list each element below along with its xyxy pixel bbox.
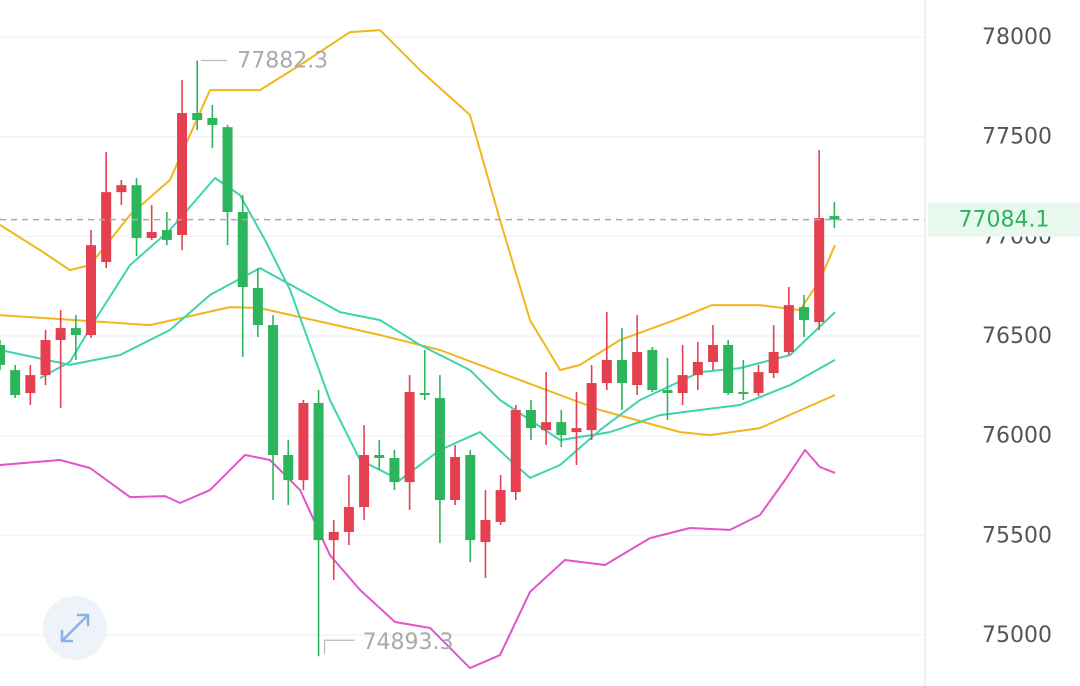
candle-body bbox=[450, 457, 461, 501]
candle-body bbox=[525, 409, 536, 429]
candle-body bbox=[328, 531, 339, 541]
candle-body bbox=[222, 127, 233, 213]
candle-body bbox=[25, 375, 36, 394]
candle-body bbox=[677, 375, 688, 394]
candle-body bbox=[10, 370, 21, 396]
candles bbox=[0, 60, 840, 657]
candle-body bbox=[252, 287, 263, 326]
candle-body bbox=[70, 328, 81, 336]
last-price-tag bbox=[928, 202, 1080, 237]
candle-body bbox=[707, 344, 718, 362]
candle-body bbox=[616, 359, 627, 384]
candle-body bbox=[0, 344, 5, 365]
candle-body bbox=[632, 351, 643, 386]
candle-body bbox=[662, 390, 673, 394]
candle-body bbox=[237, 212, 248, 287]
overlay: 7500075500760007650077000775007800077882… bbox=[0, 25, 1080, 655]
candle-body bbox=[146, 231, 157, 238]
candle-body bbox=[101, 192, 112, 263]
candle-body bbox=[601, 359, 612, 384]
candle-body bbox=[419, 393, 430, 396]
y-tick-label: 76000 bbox=[982, 424, 1052, 449]
candle-body bbox=[86, 245, 97, 336]
indicator-line bbox=[39, 177, 836, 482]
y-tick-label: 75000 bbox=[982, 623, 1052, 648]
candle-body bbox=[829, 216, 840, 220]
candle-body bbox=[692, 361, 703, 376]
candle-body bbox=[814, 218, 825, 323]
candle-body bbox=[541, 422, 552, 431]
candle-body bbox=[192, 113, 203, 120]
candle-body bbox=[495, 490, 506, 522]
candle-body bbox=[510, 409, 521, 493]
candle-body bbox=[283, 455, 294, 481]
y-tick-label: 75500 bbox=[982, 523, 1052, 548]
candle-body bbox=[480, 519, 491, 543]
candle-body bbox=[465, 455, 476, 541]
candle-body bbox=[207, 117, 218, 125]
candle-body bbox=[799, 307, 810, 321]
candle-body bbox=[131, 185, 142, 238]
candle-body bbox=[313, 402, 324, 541]
candle-body bbox=[571, 428, 582, 433]
candle-body bbox=[161, 229, 172, 240]
expand-icon[interactable] bbox=[60, 613, 90, 643]
indicator-line bbox=[0, 306, 836, 437]
candle-body bbox=[404, 392, 415, 483]
candle-body bbox=[298, 402, 309, 481]
indicator-line bbox=[0, 29, 836, 372]
indicator-line bbox=[0, 267, 836, 442]
candle-body bbox=[359, 455, 370, 508]
indicator-line bbox=[0, 449, 836, 670]
indicator-lines bbox=[0, 29, 836, 670]
high-label: 77882.3 bbox=[237, 49, 328, 74]
candle-body bbox=[55, 328, 66, 341]
candle-body bbox=[268, 325, 279, 456]
candle-body bbox=[768, 351, 779, 374]
y-tick-label: 78000 bbox=[982, 25, 1052, 50]
candle-body bbox=[177, 113, 188, 235]
last-price-label: 77084.1 bbox=[959, 208, 1050, 233]
low-marker bbox=[323, 639, 355, 655]
y-tick-label: 76500 bbox=[982, 324, 1052, 349]
candle-body bbox=[647, 349, 658, 391]
candle-body bbox=[783, 305, 794, 352]
candle-body bbox=[434, 398, 445, 501]
low-label: 74893.3 bbox=[363, 630, 454, 655]
candle-body bbox=[723, 344, 734, 394]
candle-body bbox=[753, 372, 764, 394]
candle-body bbox=[586, 383, 597, 431]
candle-body bbox=[738, 392, 749, 395]
candle-body bbox=[556, 422, 567, 436]
candle-body bbox=[116, 185, 127, 193]
candle-body bbox=[389, 457, 400, 483]
candle-body bbox=[40, 340, 51, 376]
y-tick-label: 77500 bbox=[982, 125, 1052, 150]
expand-button[interactable] bbox=[43, 596, 107, 660]
candle-body bbox=[343, 507, 354, 532]
candle-body bbox=[374, 455, 385, 458]
